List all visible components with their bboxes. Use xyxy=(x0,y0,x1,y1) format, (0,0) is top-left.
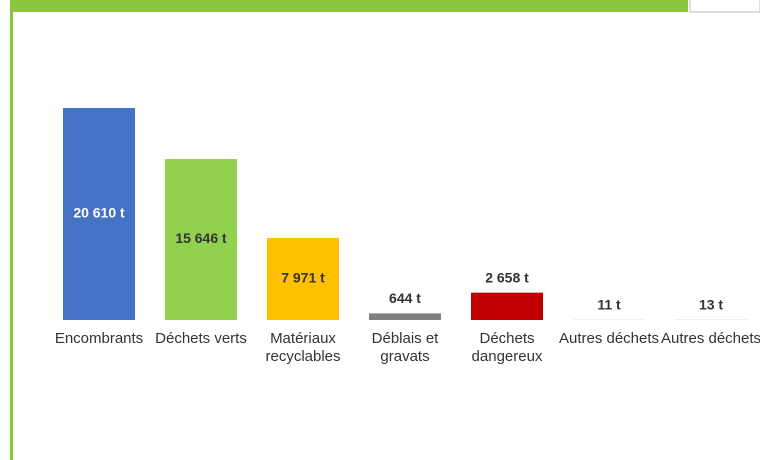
bar xyxy=(63,108,135,320)
value-label: 644 t xyxy=(389,290,421,306)
value-label: 7 971 t xyxy=(281,270,325,286)
frame-left xyxy=(10,0,13,460)
category-label: Autres déchets xyxy=(660,330,760,347)
bar xyxy=(471,292,543,320)
value-label: 2 658 t xyxy=(485,269,529,285)
category-label: Déblais et gravats xyxy=(371,330,439,365)
header-box xyxy=(689,0,760,13)
value-label: 13 t xyxy=(699,297,723,313)
bar xyxy=(267,238,339,320)
category-label: Déchets verts xyxy=(155,330,247,347)
value-label: 11 t xyxy=(597,297,621,313)
header-bar xyxy=(10,0,688,12)
bar xyxy=(165,159,237,320)
category-label: Déchets dangereux xyxy=(471,330,543,365)
bar xyxy=(369,313,441,320)
category-label: Autres déchets xyxy=(558,330,660,347)
value-label: 15 646 t xyxy=(175,230,227,246)
category-label: Encombrants xyxy=(54,330,144,347)
value-label: 20 610 t xyxy=(73,205,125,221)
category-label: Matériaux recyclables xyxy=(265,330,341,365)
